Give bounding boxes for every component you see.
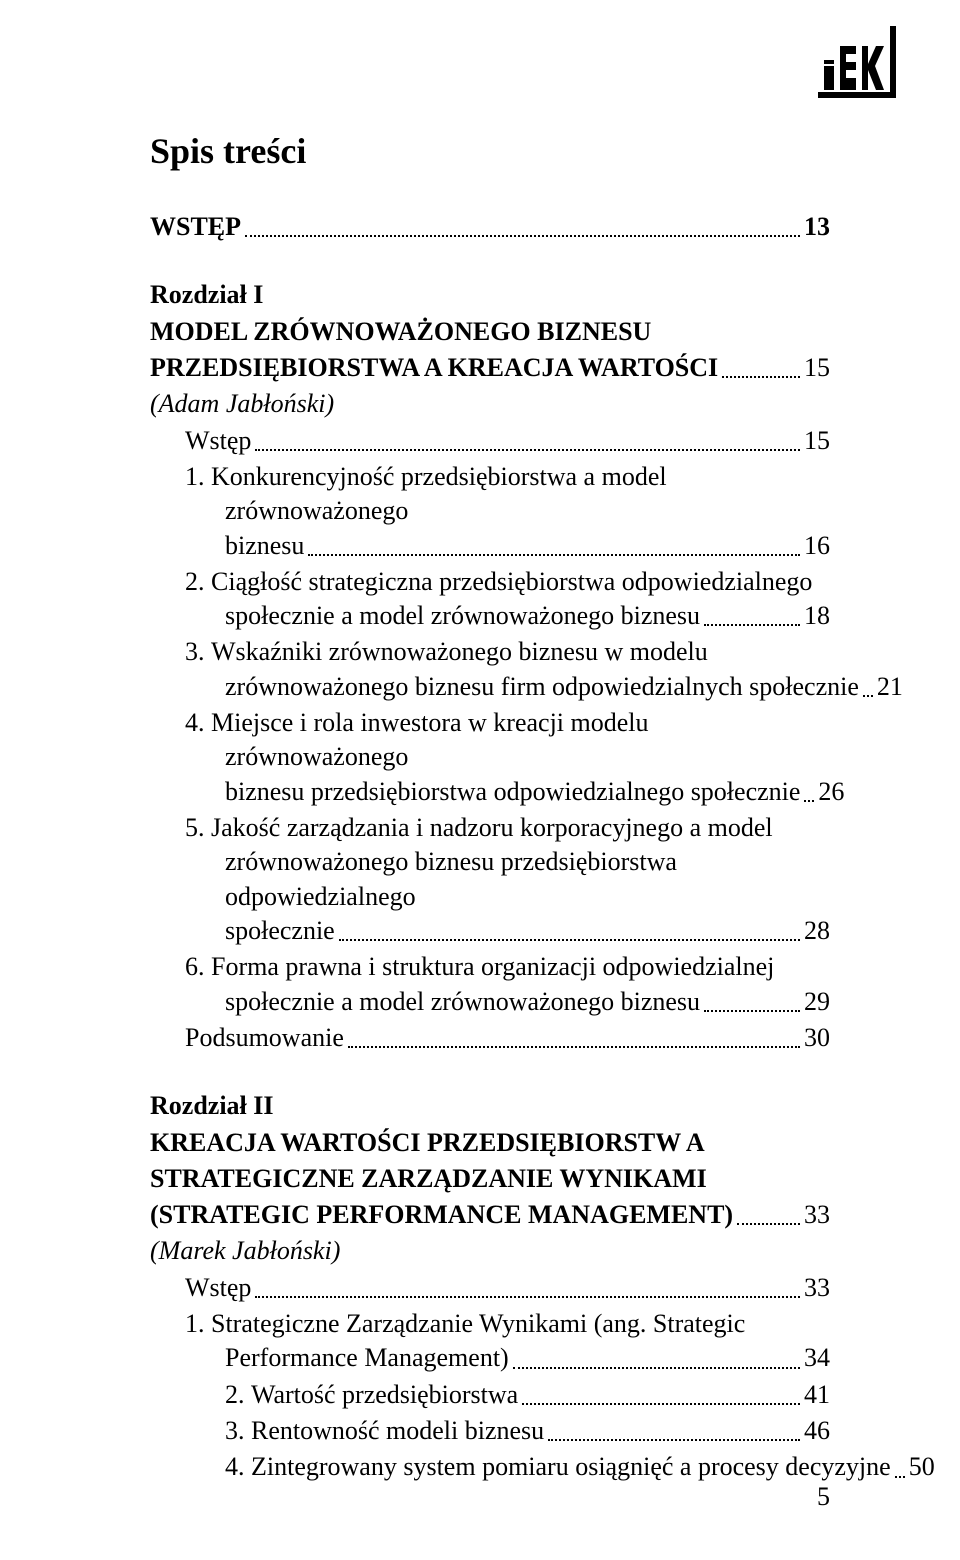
toc-dots — [339, 939, 800, 941]
toc-entry: 2. Wartość przedsiębiorstwa 41 — [150, 1378, 830, 1412]
toc-text: Konkurencyjność przedsiębiorstwa a model… — [211, 462, 667, 525]
toc-num: 2. — [185, 567, 205, 596]
toc-entry: 6. Forma prawna i struktura organizacji … — [150, 950, 830, 1019]
toc-dots — [255, 449, 800, 451]
toc-page: 33 — [804, 1271, 830, 1305]
toc-page: 50 — [909, 1450, 935, 1484]
chapter-2-title-line1: KREACJA WARTOŚCI PRZEDSIĘBIORSTW A — [150, 1126, 830, 1160]
toc-text: społecznie — [225, 914, 335, 948]
chapter-2-title-line2: STRATEGICZNE ZARZĄDZANIE WYNIKAMI — [150, 1162, 830, 1196]
toc-dots — [548, 1439, 800, 1441]
toc-num: 4. — [185, 708, 205, 737]
toc-dots — [245, 235, 800, 237]
toc-page: 15 — [804, 424, 830, 458]
toc-entry: Wstęp 33 — [150, 1271, 830, 1305]
toc-label: WSTĘP — [150, 210, 241, 244]
toc-dots — [737, 1223, 800, 1225]
toc-num: 1. — [185, 462, 205, 491]
toc-text: Wskaźniki zrównoważonego biznesu w model… — [211, 637, 708, 666]
toc-label: (STRATEGIC PERFORMANCE MANAGEMENT) — [150, 1198, 733, 1232]
toc-page: 34 — [804, 1341, 830, 1375]
toc-text: Jakość zarządzania i nadzoru korporacyjn… — [211, 813, 773, 842]
toc-num: 6. — [185, 952, 205, 981]
toc-text: zrównoważonego biznesu firm odpowiedzial… — [225, 670, 859, 704]
toc-text: Miejsce i rola inwestora w kreacji model… — [211, 708, 649, 771]
toc-label: 3. Rentowność modeli biznesu — [225, 1414, 544, 1448]
toc-entry: Wstęp 15 — [150, 424, 830, 458]
toc-label: Wstęp — [185, 424, 251, 458]
publisher-logo — [818, 26, 896, 104]
chapter-2-title-line3: (STRATEGIC PERFORMANCE MANAGEMENT) 33 — [150, 1198, 830, 1232]
chapter-2-heading: Rozdział II — [150, 1089, 830, 1123]
toc-label: 2. Wartość przedsiębiorstwa — [225, 1378, 518, 1412]
toc-num: 5. — [185, 813, 205, 842]
toc-entry: 3. Wskaźniki zrównoważonego biznesu w mo… — [150, 635, 830, 704]
toc-dots — [895, 1476, 905, 1478]
toc-text: Performance Management) — [225, 1341, 509, 1375]
toc-label: PRZEDSIĘBIORSTWA A KREACJA WARTOŚCI — [150, 351, 718, 385]
chapter-1-title-line2: PRZEDSIĘBIORSTWA A KREACJA WARTOŚCI 15 — [150, 351, 830, 385]
toc-dots — [348, 1046, 800, 1048]
toc-entry: 1. Konkurencyjność przedsiębiorstwa a mo… — [150, 460, 830, 563]
toc-entry: 4. Zintegrowany system pomiaru osiągnięć… — [150, 1450, 830, 1484]
page-number: 5 — [817, 1482, 830, 1512]
toc-dots — [704, 624, 800, 626]
toc-text: Ciągłość strategiczna przedsiębiorstwa o… — [211, 567, 812, 596]
toc-num: 3. — [185, 637, 205, 666]
toc-label: 4. Zintegrowany system pomiaru osiągnięć… — [225, 1450, 891, 1484]
toc-label: Podsumowanie — [185, 1021, 344, 1055]
toc-dots — [255, 1296, 800, 1298]
toc-entry: 5. Jakość zarządzania i nadzoru korporac… — [150, 811, 830, 948]
toc-text: biznesu — [225, 529, 304, 563]
toc-entry-wstep: WSTĘP 13 — [150, 210, 830, 244]
toc-page: 18 — [804, 599, 830, 633]
page: Spis treści WSTĘP 13 Rozdział I MODEL ZR… — [0, 0, 960, 1560]
toc-dots — [704, 1010, 800, 1012]
toc-entry: 1. Strategiczne Zarządzanie Wynikami (an… — [150, 1307, 830, 1376]
toc-dots — [722, 376, 800, 378]
toc-page: 28 — [804, 914, 830, 948]
toc-text: Forma prawna i struktura organizacji odp… — [211, 952, 774, 981]
toc-text: Strategiczne Zarządzanie Wynikami (ang. … — [211, 1309, 745, 1338]
toc-title: Spis treści — [150, 130, 830, 172]
chapter-2-author: (Marek Jabłoński) — [150, 1234, 830, 1268]
toc-dots — [522, 1403, 800, 1405]
toc-dots — [308, 554, 800, 556]
toc-text: społecznie a model zrównoważonego biznes… — [225, 985, 700, 1019]
toc-page: 16 — [804, 529, 830, 563]
toc-text: społecznie a model zrównoważonego biznes… — [225, 599, 700, 633]
toc-entry: 2. Ciągłość strategiczna przedsiębiorstw… — [150, 565, 830, 634]
toc-page: 29 — [804, 985, 830, 1019]
chapter-1-author: (Adam Jabłoński) — [150, 387, 830, 421]
toc-page: 33 — [804, 1198, 830, 1232]
toc-text: zrównoważonego biznesu przedsiębiorstwa … — [225, 847, 677, 910]
chapter-1-title-line1: MODEL ZRÓWNOWAŻONEGO BIZNESU — [150, 315, 830, 349]
toc-page: 26 — [818, 775, 844, 809]
toc-entry: 3. Rentowność modeli biznesu 46 — [150, 1414, 830, 1448]
toc-page: 30 — [804, 1021, 830, 1055]
toc-text: biznesu przedsiębiorstwa odpowiedzialneg… — [225, 775, 800, 809]
toc-entry-summary: Podsumowanie 30 — [150, 1021, 830, 1055]
toc-page: 15 — [804, 351, 830, 385]
toc-dots — [804, 800, 814, 802]
toc-page: 13 — [804, 210, 830, 244]
chapter-1-heading: Rozdział I — [150, 278, 830, 312]
toc-dots — [513, 1367, 800, 1369]
toc-page: 21 — [877, 670, 903, 704]
toc-dots — [863, 695, 873, 697]
toc-entry: 4. Miejsce i rola inwestora w kreacji mo… — [150, 706, 830, 809]
toc-num: 1. — [185, 1309, 205, 1338]
toc-label: Wstęp — [185, 1271, 251, 1305]
toc-page: 41 — [804, 1378, 830, 1412]
toc-page: 46 — [804, 1414, 830, 1448]
